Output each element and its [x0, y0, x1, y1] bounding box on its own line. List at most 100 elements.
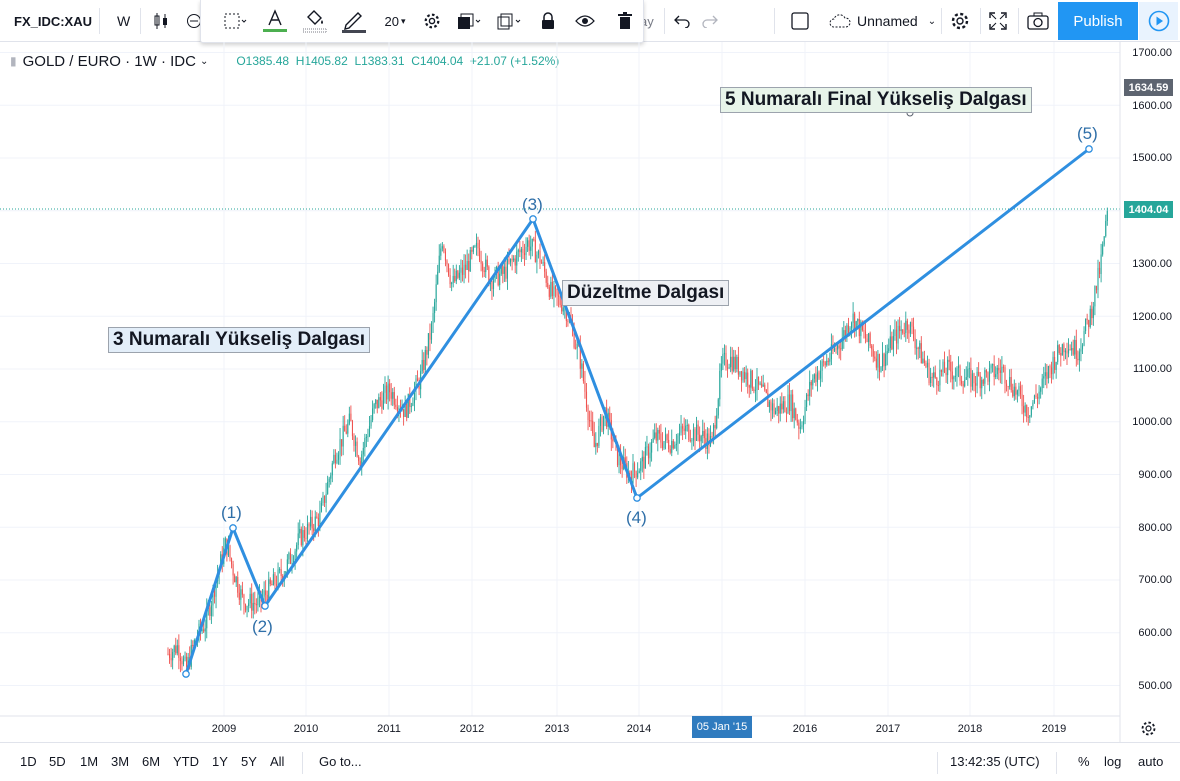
elliott-wave-lines[interactable] [182, 109, 1093, 678]
range-button[interactable]: 5Y [241, 754, 257, 769]
candle-body [443, 246, 445, 252]
select-layout-checkbox[interactable] [791, 0, 809, 42]
wave-point-label: (4) [626, 508, 647, 527]
lock-icon[interactable] [534, 5, 562, 37]
candle-body [891, 336, 893, 350]
price-chart[interactable] [0, 42, 1180, 742]
publish-button[interactable]: Publish [1058, 2, 1138, 40]
candle-body [409, 393, 411, 407]
candle-body [638, 470, 640, 474]
candle-body [629, 471, 631, 478]
wave5-annotation[interactable]: 5 Numaralı Final Yükseliş Dalgası [720, 87, 1032, 113]
range-button[interactable]: 3M [111, 754, 130, 769]
candle-body [1097, 267, 1099, 291]
text-color-icon[interactable] [259, 5, 291, 37]
range-button[interactable]: 1D [20, 754, 37, 769]
candle-body [240, 589, 242, 600]
candle-body [609, 412, 611, 420]
range-button[interactable]: 5D [49, 754, 66, 769]
goto-date-button[interactable]: Go to... [319, 754, 362, 769]
candle-body [1035, 395, 1037, 398]
candle-body [426, 349, 428, 355]
candle-body [640, 461, 642, 471]
range-button[interactable]: 6M [142, 754, 161, 769]
auto-scale-toggle[interactable]: auto [1138, 754, 1164, 769]
candle-body [632, 463, 634, 484]
line-color-pencil-icon[interactable] [337, 5, 371, 37]
wave-point-handle [182, 670, 190, 678]
percent-scale-toggle[interactable]: % [1078, 754, 1090, 769]
candle-body [449, 275, 451, 285]
chevron-down-icon: ⌄ [927, 15, 937, 27]
fullscreen-icon[interactable] [989, 0, 1007, 42]
clone-icon[interactable] [493, 5, 527, 37]
candle-body [855, 321, 857, 331]
candle-body [460, 267, 462, 273]
layout-menu[interactable]: Unnamed ⌄ [828, 0, 936, 42]
play-button[interactable] [1139, 2, 1178, 40]
candle-body [750, 370, 752, 388]
candle-body [237, 576, 239, 593]
candle-body [1057, 345, 1059, 362]
line-width-selector[interactable]: 20 ▾ [377, 5, 413, 37]
candle-body [975, 383, 977, 386]
candle-body [723, 352, 725, 355]
candle-body [905, 320, 907, 333]
candle-body [925, 362, 927, 368]
range-button[interactable]: 1M [80, 754, 99, 769]
candle-body [682, 426, 684, 429]
candle-body [866, 338, 868, 342]
drawing-settings-icon[interactable] [417, 5, 447, 37]
wave3-annotation[interactable]: 3 Numaralı Yükseliş Dalgası [108, 327, 371, 353]
undo-icon[interactable] [674, 0, 690, 42]
candle-body [940, 369, 942, 372]
candle-body [666, 434, 668, 440]
selection-area-icon[interactable] [219, 5, 251, 37]
camera-icon[interactable] [1027, 0, 1049, 42]
candle-body [643, 456, 645, 469]
candle-body [537, 250, 539, 255]
candle-body [908, 329, 910, 334]
candle-body [1085, 318, 1087, 332]
interval-selector[interactable]: W [117, 0, 130, 42]
candle-body [951, 371, 953, 380]
candle-body [272, 574, 274, 586]
candle-body [620, 454, 622, 466]
range-button[interactable]: 1Y [212, 754, 228, 769]
chevron-down-icon[interactable]: ⌄ [199, 55, 209, 67]
candle-body [616, 441, 619, 466]
candle-body [499, 273, 501, 286]
candle-body [756, 376, 758, 390]
range-button[interactable]: All [270, 754, 285, 769]
series-title[interactable]: GOLD / EURO · 1W · IDC [22, 52, 196, 70]
range-button[interactable]: YTD [173, 754, 199, 769]
candle-body [415, 378, 417, 390]
interval-text: W [117, 13, 131, 29]
series-collapse-icon[interactable]: ▮ [10, 54, 17, 68]
correction-annotation[interactable]: Düzeltme Dalgası [562, 280, 730, 306]
visibility-eye-icon[interactable] [571, 5, 599, 37]
axis-settings-gear-icon[interactable] [1140, 720, 1157, 742]
candle-body [251, 593, 253, 611]
candle-body [556, 289, 558, 296]
wave-point-label: (3) [522, 195, 543, 214]
redo-icon[interactable] [702, 0, 718, 42]
visual-order-icon[interactable] [453, 5, 487, 37]
time-label: 2009 [211, 723, 237, 735]
candle-body [818, 372, 820, 379]
candle-body [446, 260, 448, 265]
change-value: +21.07 (+1.52%) [469, 54, 560, 68]
candle-body [319, 511, 321, 527]
symbol-search[interactable]: FX_IDC:XAU [14, 0, 92, 42]
candle-body [528, 240, 530, 251]
clock-timezone[interactable]: 13:42:35 (UTC) [950, 754, 1040, 769]
candles-icon[interactable] [152, 0, 170, 42]
candle-body [370, 419, 372, 427]
log-scale-toggle[interactable]: log [1104, 754, 1122, 769]
drawing-toolbar: 20 ▾ [200, 0, 644, 43]
trash-icon[interactable] [611, 5, 639, 37]
settings-gear-icon[interactable] [950, 0, 970, 42]
fill-bucket-icon[interactable] [299, 5, 331, 37]
candle-body [480, 260, 482, 264]
candle-body [849, 327, 851, 333]
